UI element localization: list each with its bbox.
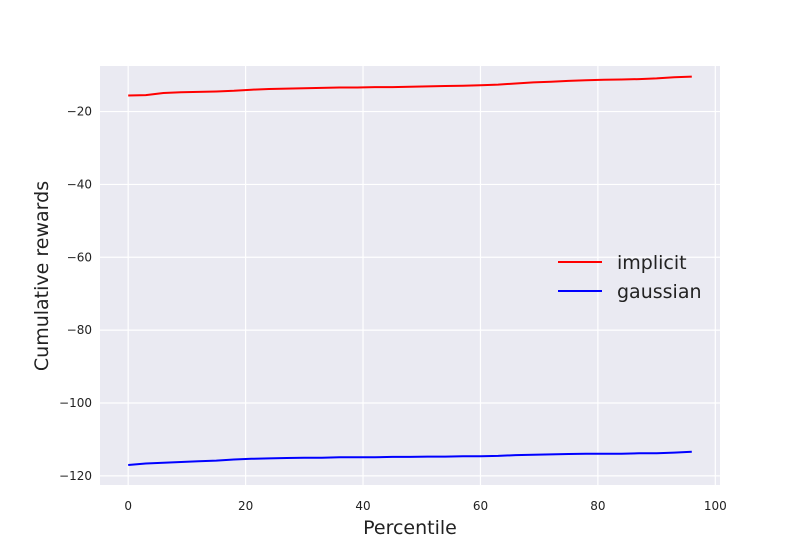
series-line-gaussian bbox=[128, 450, 692, 466]
tick-labels: 0 20 40 60 80 100 −120 −100 −80 −60 −40 −20 bbox=[59, 105, 727, 513]
x-tick-label: 80 bbox=[590, 499, 605, 513]
x-tick-label: 60 bbox=[473, 499, 488, 513]
x-tick-label: 40 bbox=[355, 499, 370, 513]
x-axis-title: Percentile bbox=[363, 517, 457, 539]
y-tick-label: −100 bbox=[59, 396, 92, 410]
legend: implicit gaussian bbox=[558, 252, 702, 303]
plot-background bbox=[100, 66, 720, 485]
y-tick-label: −80 bbox=[67, 323, 92, 337]
y-tick-label: −120 bbox=[59, 469, 92, 483]
x-tick-label: 0 bbox=[124, 499, 132, 513]
legend-label-gaussian: gaussian bbox=[617, 281, 702, 303]
x-tick-label: 20 bbox=[238, 499, 253, 513]
series-line-implicit bbox=[128, 75, 692, 97]
y-tick-label: −60 bbox=[67, 250, 92, 264]
grid bbox=[100, 66, 720, 485]
y-axis-title: Cumulative rewards bbox=[31, 181, 53, 371]
x-tick-label: 100 bbox=[704, 499, 727, 513]
y-tick-label: −20 bbox=[67, 105, 92, 119]
y-tick-label: −40 bbox=[67, 177, 92, 191]
series-lines bbox=[128, 75, 692, 466]
legend-label-implicit: implicit bbox=[617, 252, 687, 274]
